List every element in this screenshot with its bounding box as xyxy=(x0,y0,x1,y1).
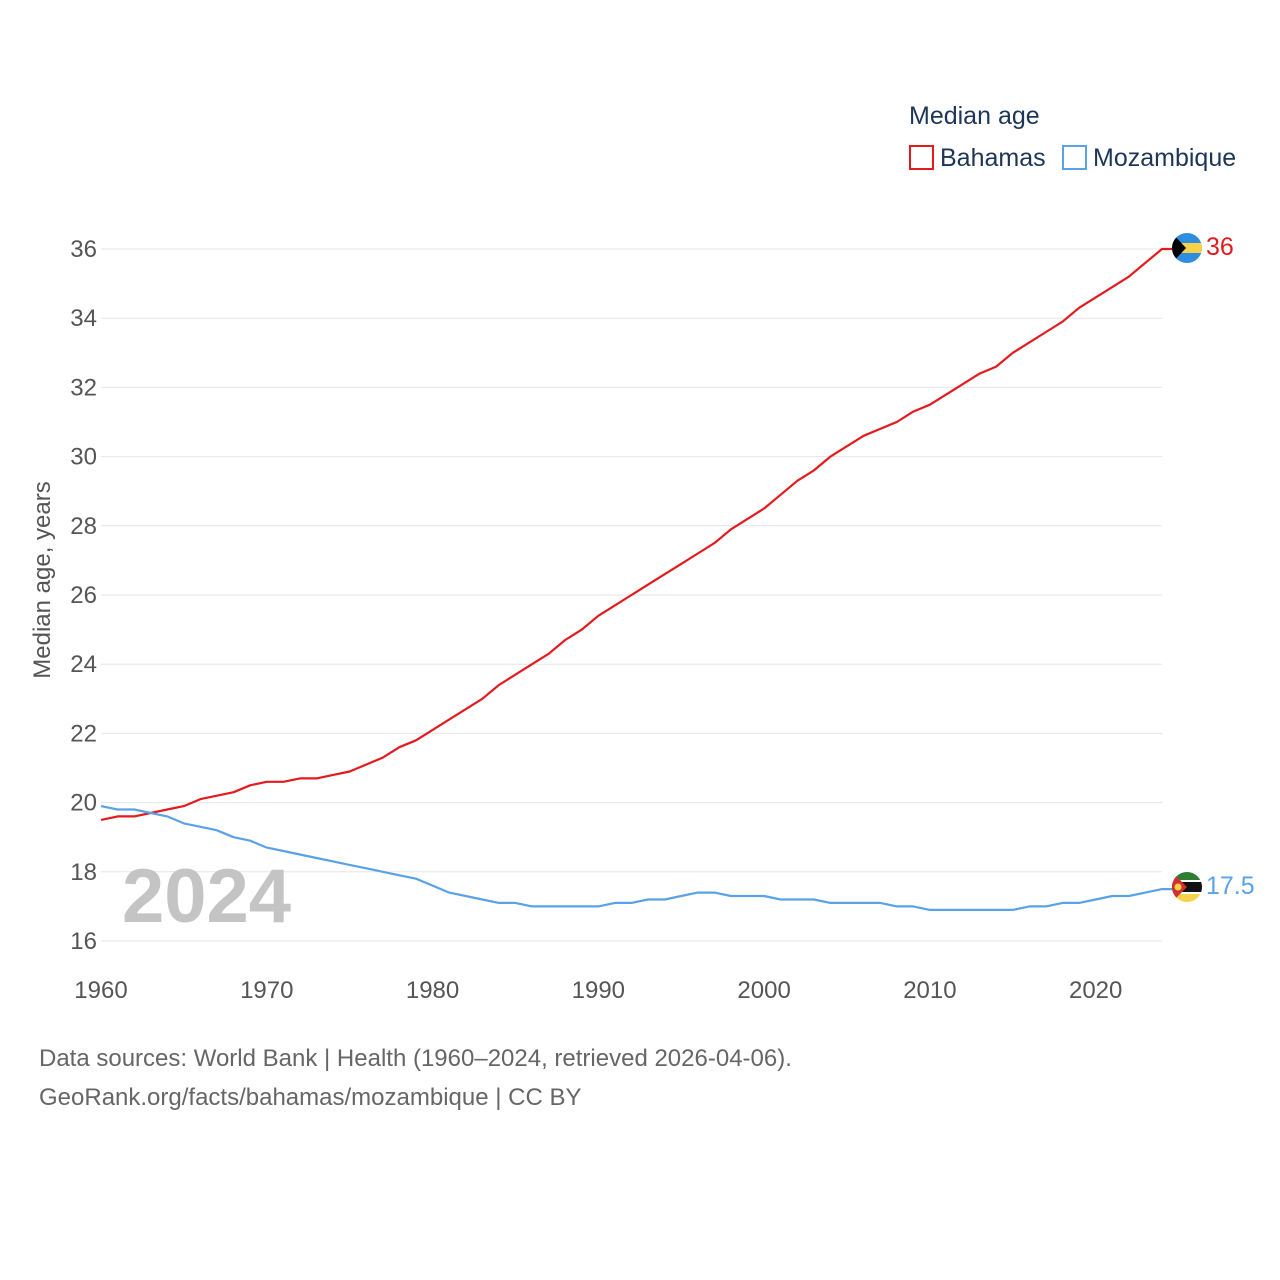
legend-label-bahamas: Bahamas xyxy=(940,144,1046,172)
y-axis-ticks: 16 18 20 22 24 26 28 30 32 34 36 xyxy=(70,236,97,955)
y-tick-label: 30 xyxy=(70,444,97,471)
x-tick-label: 1960 xyxy=(74,977,127,1004)
bahamas-end-value: 36 xyxy=(1206,233,1234,261)
y-tick-label: 24 xyxy=(70,651,97,678)
series-line-bahamas xyxy=(100,247,1172,821)
x-tick-label: 1980 xyxy=(406,977,459,1004)
y-tick-label: 20 xyxy=(70,790,97,817)
mozambique-end-value: 17.5 xyxy=(1206,872,1255,900)
y-tick-label: 28 xyxy=(70,513,97,540)
series-lines xyxy=(100,247,1172,912)
series-line-mozambique xyxy=(100,805,1172,912)
source-url-text: GeoRank.org/facts/bahamas/mozambique | C… xyxy=(39,1084,582,1111)
x-tick-label: 2010 xyxy=(903,977,956,1004)
x-axis-ticks: 1960 1970 1980 1990 2000 2010 2020 xyxy=(74,977,1122,1004)
x-tick-label: 2000 xyxy=(737,977,790,1004)
y-tick-label: 34 xyxy=(70,305,97,332)
legend-swatch-bahamas xyxy=(909,145,934,170)
y-tick-label: 26 xyxy=(70,582,97,609)
legend-label-mozambique: Mozambique xyxy=(1093,144,1236,172)
data-source-text: Data sources: World Bank | Health (1960–… xyxy=(39,1045,792,1072)
bahamas-flag-icon xyxy=(1172,233,1202,263)
x-tick-label: 2020 xyxy=(1069,977,1122,1004)
mozambique-flag-icon xyxy=(1172,872,1202,902)
y-tick-label: 36 xyxy=(70,236,97,263)
x-tick-label: 1970 xyxy=(240,977,293,1004)
x-tick-label: 1990 xyxy=(572,977,625,1004)
legend: Median age Bahamas Mozambique xyxy=(909,102,1236,172)
legend-title: Median age xyxy=(909,102,1040,130)
y-tick-label: 18 xyxy=(70,859,97,886)
y-tick-label: 22 xyxy=(70,720,97,747)
year-label: 2024 xyxy=(122,854,291,939)
legend-swatch-mozambique xyxy=(1062,145,1087,170)
y-tick-label: 32 xyxy=(70,374,97,401)
y-axis-title: Median age, years xyxy=(29,481,56,678)
y-tick-label: 16 xyxy=(70,928,97,955)
